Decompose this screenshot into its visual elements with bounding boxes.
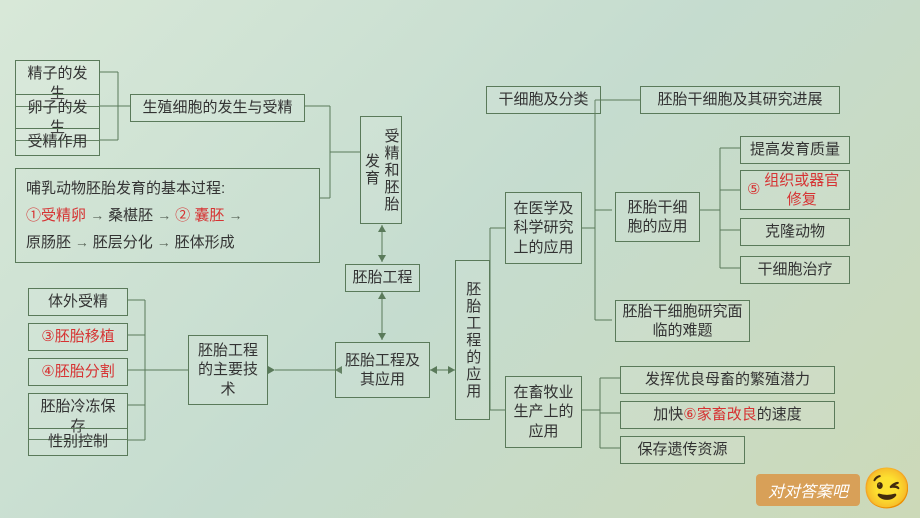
node-embryo-split: ④胚胎分割 <box>28 358 128 386</box>
answer-button[interactable]: 对对答案吧 <box>756 474 860 506</box>
node-embryo-eng: 胚胎工程 <box>345 264 420 292</box>
node-main-tech: 胚胎工程的主要技术 <box>188 335 268 405</box>
node-esc-progress: 胚胎干细胞及其研究进展 <box>640 86 840 114</box>
node-improve-quality: 提高发育质量 <box>740 136 850 164</box>
node-med-research: 在医学及科学研究上的应用 <box>505 192 582 264</box>
node-sex-control: 性别控制 <box>28 428 128 456</box>
node-esc-problems: 胚胎干细胞研究面临的难题 <box>615 300 750 342</box>
node-preserve-genetic: 保存遗传资源 <box>620 436 745 464</box>
node-mammal-dev: 哺乳动物胚胎发育的基本过程: ①受精卵 → 桑椹胚 → ② 囊胚 → 原肠胚 →… <box>15 168 320 263</box>
node-clone: 克隆动物 <box>740 218 850 246</box>
node-app: 胚胎工程的应用 <box>455 260 490 420</box>
emoji-icon: 😉 <box>862 465 912 512</box>
node-fert-dev: 受精和胚胎发育 <box>360 116 402 224</box>
node-fert-action: 受精作用 <box>15 128 100 156</box>
node-esc-app: 胚胎干细胞的应用 <box>615 192 700 242</box>
node-tissue-repair: ⑤ 组织或器官修复 <box>740 170 850 210</box>
node-eng-app: 胚胎工程及其应用 <box>335 342 430 398</box>
flow-row1: ①受精卵 → 桑椹胚 → ② 囊胚 → <box>26 202 309 229</box>
node-germcell: 生殖细胞的发生与受精 <box>130 94 305 122</box>
big-title: 哺乳动物胚胎发育的基本过程: <box>26 175 309 202</box>
node-livestock: 在畜牧业生产上的应用 <box>505 376 582 448</box>
node-breed-improve: 加快⑥家畜改良的速度 <box>620 401 835 429</box>
node-stemcell-class: 干细胞及分类 <box>486 86 601 114</box>
node-stem-therapy: 干细胞治疗 <box>740 256 850 284</box>
node-embryo-transfer: ③胚胎移植 <box>28 323 128 351</box>
node-breed-potential: 发挥优良母畜的繁殖潜力 <box>620 366 835 394</box>
flow-row2: 原肠胚 → 胚层分化 → 胚体形成 <box>26 229 309 256</box>
node-ivf: 体外受精 <box>28 288 128 316</box>
